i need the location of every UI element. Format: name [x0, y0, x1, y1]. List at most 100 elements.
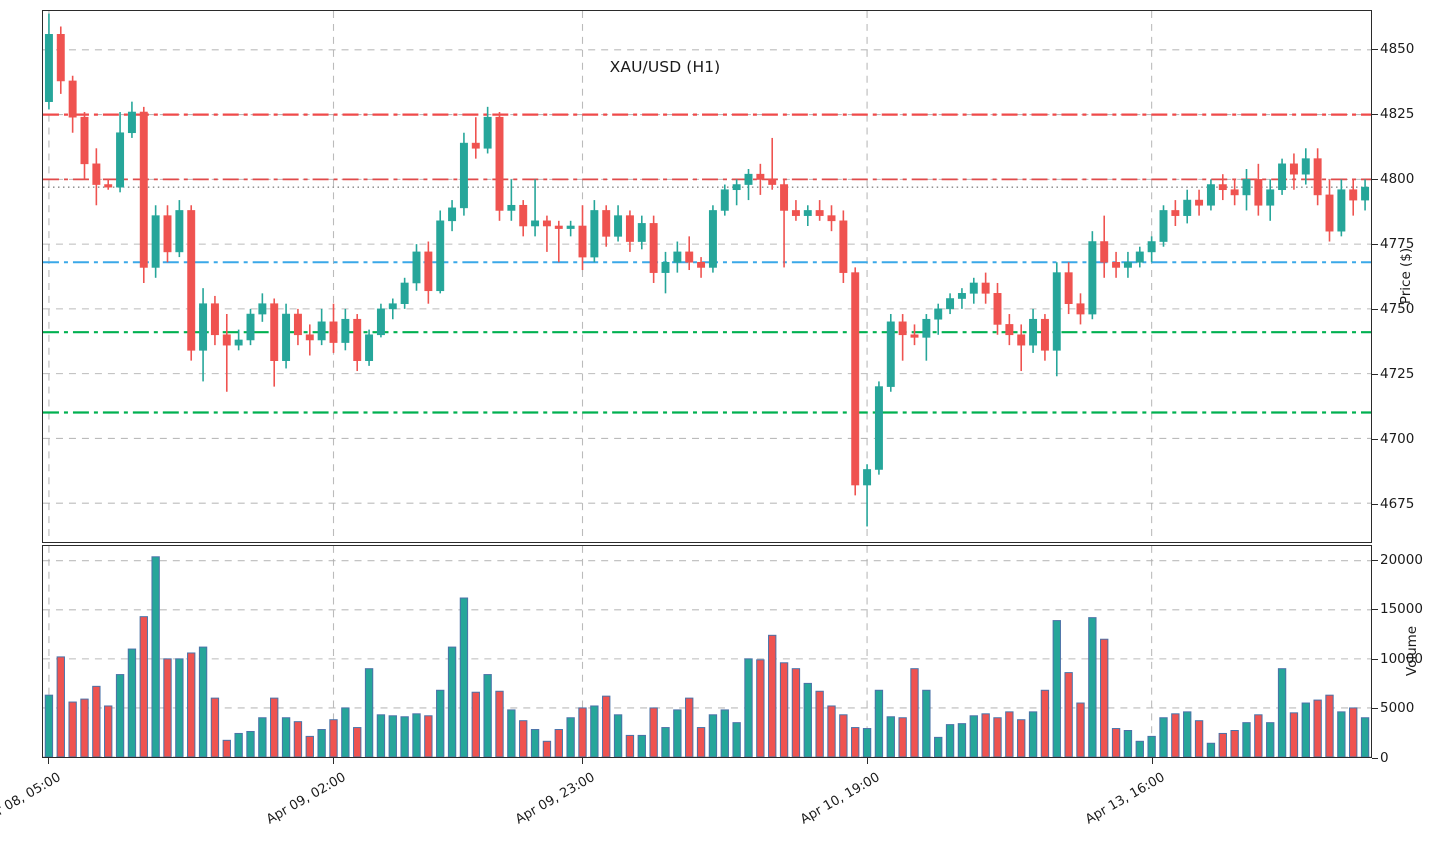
time-tick-label: Apr 13, 16:00 [1083, 770, 1168, 828]
volume-bar [376, 714, 386, 757]
candle-body [388, 303, 397, 310]
candle-body [815, 210, 824, 216]
candle-body [780, 184, 789, 211]
volume-bar [578, 707, 587, 757]
candle-body [1278, 163, 1287, 191]
candle-body [495, 116, 504, 211]
volume-tick-mark [1372, 658, 1378, 660]
candle-body [614, 215, 623, 237]
volume-tick-mark [1372, 758, 1378, 759]
volume-bar [495, 690, 504, 757]
candle-body [1195, 199, 1204, 206]
candle-body [163, 215, 172, 253]
candle-body [44, 34, 53, 102]
volume-bar [471, 691, 480, 757]
volume-tick-label: 5000 [1380, 700, 1415, 717]
candle-body [756, 173, 765, 180]
volume-bar [732, 722, 741, 757]
volume-bar [910, 668, 919, 757]
price-plot-area [43, 11, 1371, 542]
volume-bar [1289, 712, 1299, 757]
volume-bar [412, 713, 421, 757]
candle-body [886, 321, 895, 387]
volume-bar [530, 729, 540, 757]
volume-bar [779, 662, 789, 757]
volume-bar [981, 713, 990, 757]
volume-bar [685, 697, 694, 757]
time-tick-label: Apr 10, 19:00 [798, 770, 883, 828]
candle-body [839, 220, 848, 273]
candle-body [1206, 184, 1215, 206]
price-tick-mark [1372, 114, 1378, 115]
volume-bar [661, 727, 670, 757]
volume-bar [613, 714, 623, 757]
candle-body [922, 318, 931, 338]
candle-body [258, 303, 267, 315]
price-tick-label: 4825 [1380, 106, 1415, 122]
volume-tick-mark [1372, 708, 1378, 710]
candle-body [175, 210, 184, 253]
volume-bar [151, 556, 160, 757]
volume-bar [815, 690, 824, 757]
volume-bar [590, 705, 599, 757]
volume-bar [1017, 719, 1026, 757]
price-tick-label: 4725 [1380, 366, 1415, 382]
volume-bar [803, 682, 812, 757]
volume-bar [234, 732, 243, 757]
volume-bar [1194, 720, 1204, 757]
volume-bar [756, 659, 765, 757]
volume-panel [42, 545, 1372, 758]
candle-body [305, 334, 314, 341]
candle-body [1123, 261, 1132, 268]
volume-bar [317, 729, 326, 757]
candle-body [1313, 158, 1322, 196]
candle-body [1017, 334, 1026, 346]
volume-bar [1040, 689, 1050, 757]
volume-bar [270, 697, 279, 757]
volume-tick-mark [1372, 609, 1378, 611]
candle-body [412, 251, 421, 284]
volume-bar [945, 724, 955, 757]
volume-bar [1337, 711, 1346, 757]
volume-bar [768, 634, 777, 757]
candle-body [116, 132, 125, 188]
volume-tick-label: 20000 [1380, 551, 1423, 568]
candle-body [625, 215, 634, 242]
candle-body [1361, 186, 1370, 201]
volume-bar [1183, 711, 1192, 757]
volume-bar [1349, 707, 1358, 757]
candle-body [151, 215, 160, 268]
candle-body [661, 261, 670, 273]
time-tick-mark [47, 758, 49, 764]
volume-bar [127, 648, 137, 757]
candle-body [400, 282, 409, 304]
candle-body [1171, 210, 1180, 216]
volume-bar [1005, 711, 1014, 757]
candle-body [981, 282, 990, 294]
volume-bar [1123, 730, 1133, 757]
volume-bar [839, 714, 848, 757]
candle-body [234, 339, 243, 346]
price-tick-label: 4775 [1380, 236, 1415, 252]
volume-bar [1147, 735, 1156, 757]
volume-bar [969, 715, 978, 757]
candle-body [353, 318, 362, 361]
volume-bar [1159, 717, 1168, 757]
candle-body [649, 223, 658, 273]
candle-body [1242, 179, 1251, 196]
candle-body [341, 318, 350, 343]
volume-bar [246, 730, 255, 757]
time-tick-mark [867, 758, 869, 764]
candle-body [1266, 189, 1275, 206]
candle-body [578, 225, 587, 258]
volume-bar [673, 709, 682, 757]
candle-body [1325, 194, 1334, 232]
volume-bar [80, 698, 89, 757]
candle-body [720, 189, 729, 211]
volume-bar [400, 716, 409, 757]
candle-body [282, 313, 291, 361]
volume-bar [56, 656, 65, 757]
candle-body [507, 204, 516, 211]
volume-bar [1135, 740, 1144, 757]
volume-bar [1088, 617, 1097, 757]
